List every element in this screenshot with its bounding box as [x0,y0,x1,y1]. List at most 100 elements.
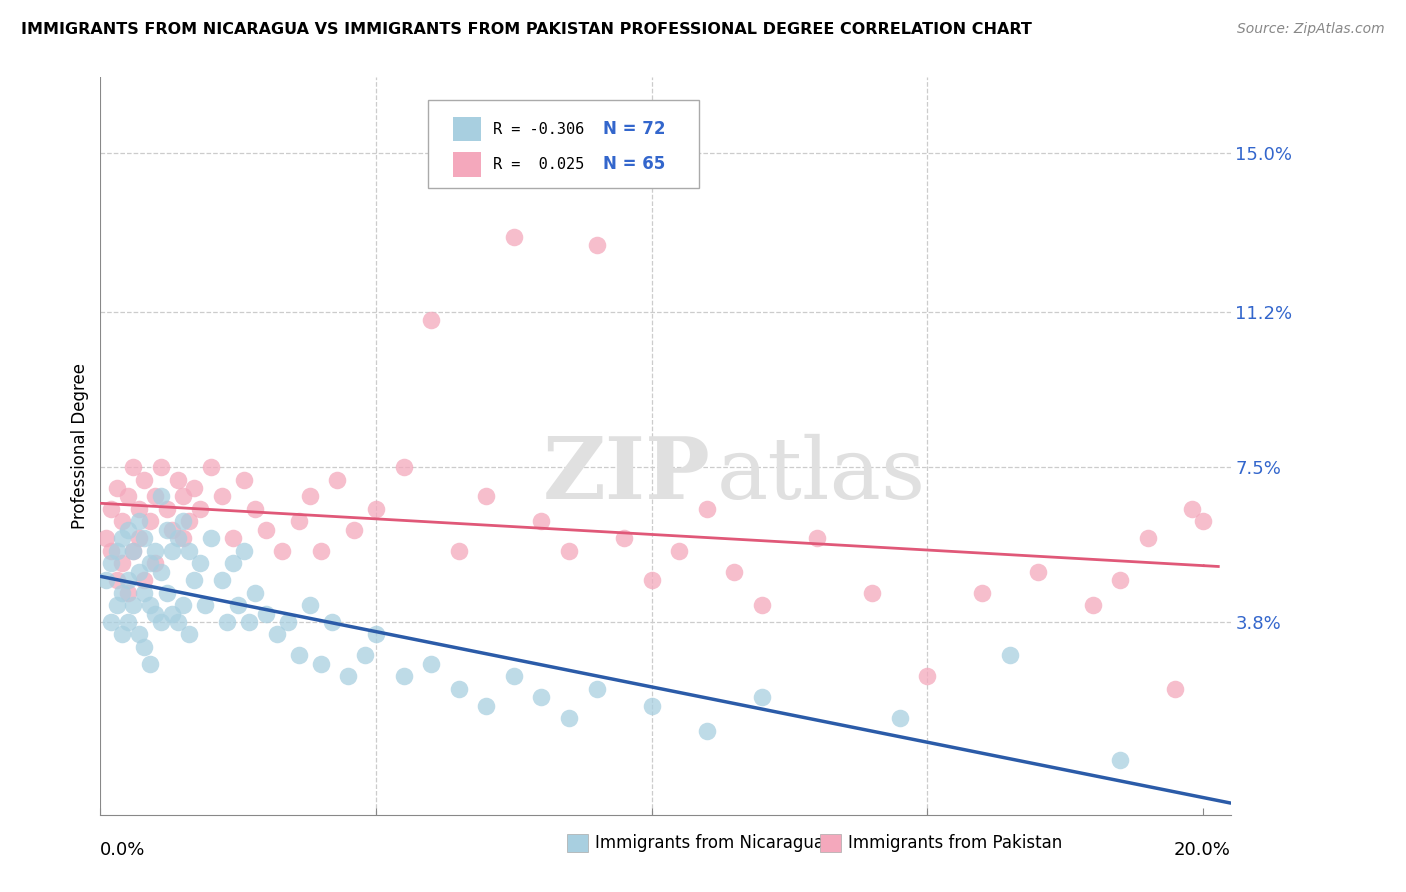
Point [641,698,664,713]
Point [117,615,139,629]
Point [145,543,167,558]
Text: 0.0%: 0.0% [100,841,146,859]
Point [105,481,128,495]
Point [641,573,664,587]
Point [1026,565,1049,579]
Point [105,573,128,587]
Point [128,565,150,579]
Point [917,669,939,683]
Point [254,607,277,621]
Point [94,573,117,587]
Point [177,627,200,641]
Point [364,627,387,641]
Point [889,711,911,725]
Point [243,501,266,516]
Point [1164,681,1187,696]
Point [100,615,122,629]
Text: ZIP: ZIP [543,434,710,517]
Point [420,657,443,671]
Point [288,515,311,529]
FancyBboxPatch shape [427,100,699,188]
Point [585,238,607,252]
Point [354,648,377,663]
Point [217,615,239,629]
Point [243,585,266,599]
Point [998,648,1021,663]
Point [558,543,581,558]
Point [343,523,366,537]
Point [100,501,122,516]
Point [139,556,162,570]
Point [277,615,299,629]
Point [134,573,156,587]
Point [111,627,134,641]
Point [364,501,387,516]
Text: atlas: atlas [716,434,925,517]
Point [668,543,690,558]
Text: Source: ZipAtlas.com: Source: ZipAtlas.com [1237,22,1385,37]
Y-axis label: Professional Degree: Professional Degree [72,363,89,529]
Point [100,543,122,558]
Point [447,681,470,696]
Bar [453,153,481,177]
Point [172,531,194,545]
Point [200,531,222,545]
Point [232,473,254,487]
Point [117,489,139,503]
Point [972,585,994,599]
Point [117,523,139,537]
Point [139,657,162,671]
Point [128,627,150,641]
Point [128,501,150,516]
Point [145,607,167,621]
Point [145,489,167,503]
Point [105,598,128,612]
Point [475,489,498,503]
Point [150,489,173,503]
Point [266,627,288,641]
Point [134,640,156,654]
Point [194,598,217,612]
Point [696,501,718,516]
Point [139,598,162,612]
Text: R = -0.306: R = -0.306 [492,121,583,136]
Point [111,556,134,570]
Point [183,573,205,587]
Point [254,523,277,537]
Point [392,669,415,683]
Point [211,489,233,503]
Point [155,523,177,537]
Point [150,565,173,579]
Point [613,531,636,545]
Point [321,615,343,629]
Point [200,459,222,474]
Point [221,556,243,570]
Point [530,690,553,705]
Point [232,543,254,558]
Point [122,543,145,558]
Point [111,515,134,529]
Point [188,501,211,516]
Point [447,543,470,558]
Point [122,459,145,474]
Point [723,565,745,579]
Point [502,669,524,683]
Point [166,531,188,545]
Point [177,543,200,558]
Point [166,615,188,629]
Point [337,669,360,683]
Point [309,657,332,671]
Point [585,681,607,696]
Point [177,515,200,529]
Text: Immigrants from Nicaragua: Immigrants from Nicaragua [595,834,824,852]
Bar [453,117,481,141]
Point [155,585,177,599]
Point [298,489,321,503]
Point [172,515,194,529]
Point [128,531,150,545]
Point [160,523,183,537]
Point [1109,573,1132,587]
Point [122,598,145,612]
Text: N = 65: N = 65 [603,155,665,173]
Point [226,598,249,612]
